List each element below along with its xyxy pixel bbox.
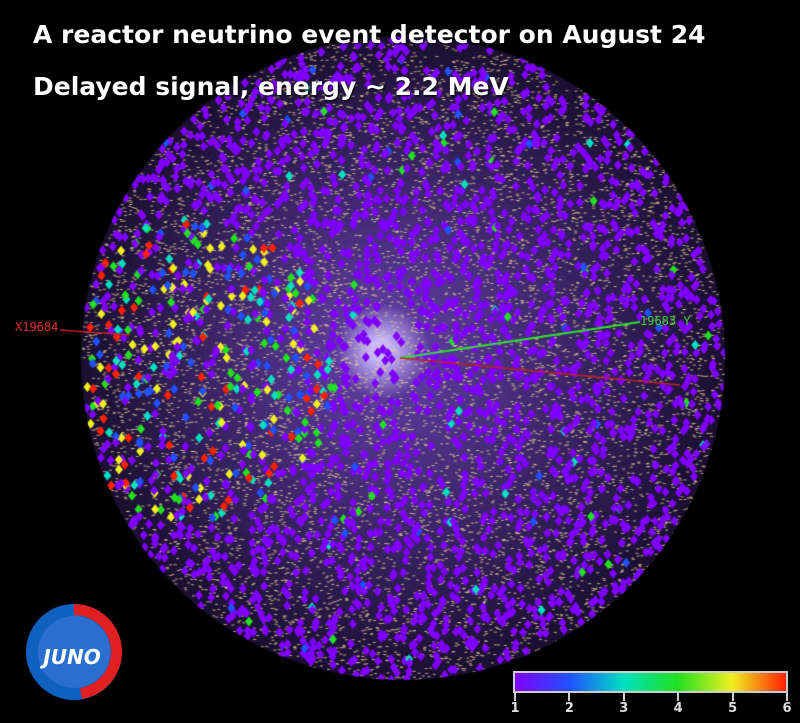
title-line-2: Delayed signal, energy ~ 2.2 MeV: [33, 72, 509, 101]
colorbar-tick-label: 6: [782, 701, 792, 716]
colorbar-tick-label: 5: [728, 701, 738, 716]
colorbar-tick-label: 1: [510, 701, 520, 716]
colorbar-tick-mark: [731, 693, 734, 701]
colorbar-tick-label: 4: [673, 701, 683, 716]
color-scale-bar: [513, 671, 788, 693]
colorbar-tick-label: 3: [619, 701, 629, 716]
colorbar-tick-mark: [786, 693, 788, 701]
colorbar-tick-mark: [514, 693, 516, 701]
juno-logo: JUNO: [26, 604, 122, 700]
colorbar-tick-label: 2: [564, 701, 574, 716]
colorbar-tick-mark: [677, 693, 680, 701]
logo-text: JUNO: [39, 645, 100, 669]
y-axis-label: 19683 Y: [640, 314, 691, 328]
colorbar-tick-mark: [622, 693, 625, 701]
title-line-1: A reactor neutrino event detector on Aug…: [33, 20, 706, 49]
colorbar-tick-mark: [568, 693, 571, 701]
x-axis-label: X19684: [15, 320, 59, 334]
